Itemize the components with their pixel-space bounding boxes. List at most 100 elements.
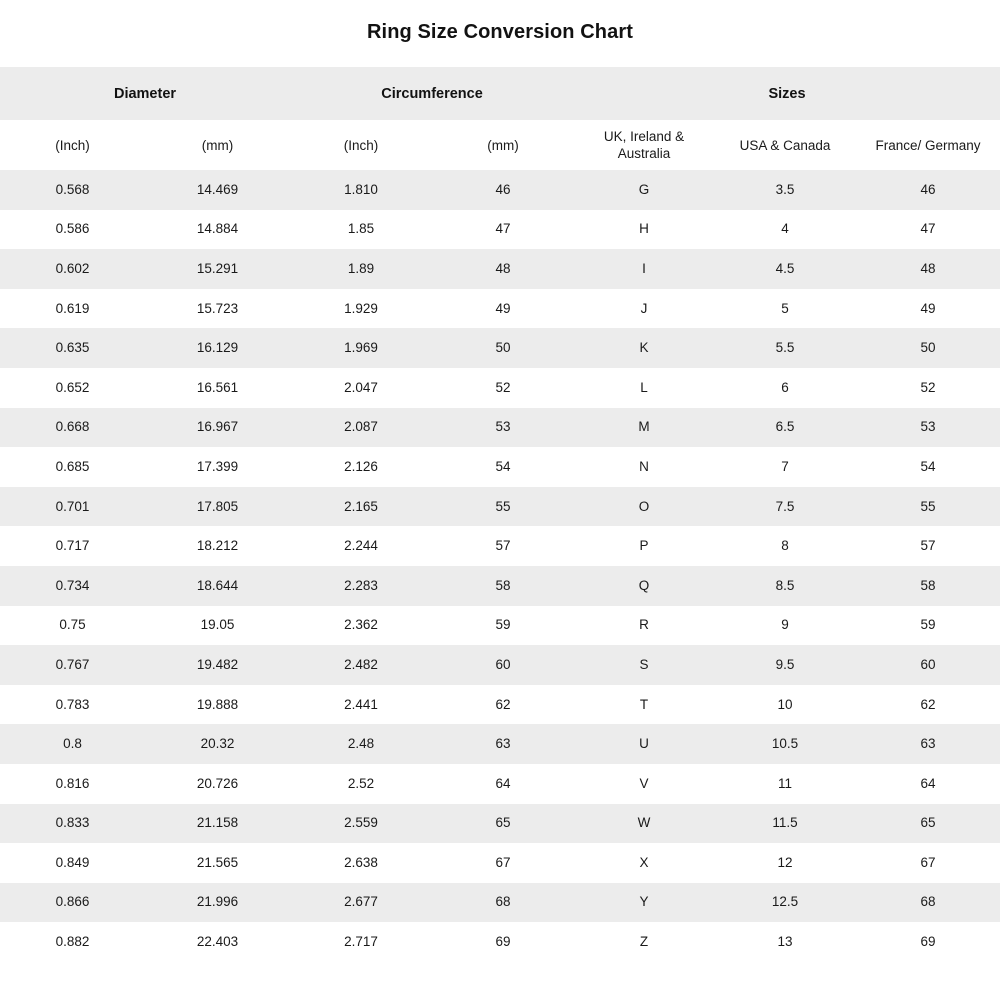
table-row: 0.619 15.723 1.929 49 J 5 49 (0, 288, 1000, 329)
cell-circumference-inch: 2.677 (290, 882, 432, 923)
cell-diameter-inch: 0.619 (0, 288, 145, 329)
cell-diameter-inch: 0.882 (0, 922, 145, 962)
cell-size-usa: 8 (714, 526, 857, 566)
cell-size-usa: 11 (714, 763, 857, 804)
cell-size-france-germany: 59 (856, 605, 1000, 646)
cell-size-france-germany: 54 (856, 447, 1000, 487)
cell-diameter-mm: 14.469 (145, 170, 290, 210)
column-header-circumference-mm: (mm) (432, 120, 575, 170)
cell-size-france-germany: 49 (856, 288, 1000, 329)
cell-size-uk: V (574, 763, 715, 804)
cell-size-uk: M (574, 407, 715, 448)
cell-size-france-germany: 50 (856, 328, 1000, 368)
cell-circumference-mm: 49 (432, 288, 575, 329)
cell-circumference-inch: 2.244 (290, 526, 432, 566)
cell-circumference-inch: 2.047 (290, 367, 432, 408)
table-row: 0.75 19.05 2.362 59 R 9 59 (0, 605, 1000, 646)
cell-diameter-inch: 0.568 (0, 170, 145, 210)
cell-size-uk: Y (574, 882, 715, 923)
cell-diameter-mm: 22.403 (145, 922, 290, 962)
cell-circumference-inch: 2.638 (290, 843, 432, 883)
cell-circumference-inch: 2.126 (290, 447, 432, 487)
table-row: 0.652 16.561 2.047 52 L 6 52 (0, 367, 1000, 408)
cell-size-france-germany: 69 (856, 922, 1000, 962)
cell-size-uk: X (574, 843, 715, 883)
cell-size-usa: 9 (714, 605, 857, 646)
cell-size-usa: 5.5 (714, 328, 857, 368)
cell-diameter-inch: 0.8 (0, 724, 145, 764)
cell-size-uk: U (574, 724, 715, 764)
cell-diameter-inch: 0.685 (0, 447, 145, 487)
table-row: 0.849 21.565 2.638 67 X 12 67 (0, 843, 1000, 883)
cell-diameter-mm: 19.05 (145, 605, 290, 646)
cell-size-france-germany: 55 (856, 486, 1000, 527)
cell-diameter-mm: 18.644 (145, 565, 290, 606)
cell-size-uk: L (574, 367, 715, 408)
cell-diameter-inch: 0.717 (0, 526, 145, 566)
cell-diameter-mm: 20.726 (145, 763, 290, 804)
cell-diameter-inch: 0.75 (0, 605, 145, 646)
cell-circumference-inch: 2.165 (290, 486, 432, 527)
cell-circumference-mm: 47 (432, 209, 575, 250)
table-row: 0.568 14.469 1.810 46 G 3.5 46 (0, 170, 1000, 210)
table-row: 0.783 19.888 2.441 62 T 10 62 (0, 684, 1000, 725)
table-row: 0.816 20.726 2.52 64 V 11 64 (0, 763, 1000, 804)
cell-diameter-inch: 0.586 (0, 209, 145, 250)
table-row: 0.717 18.212 2.244 57 P 8 57 (0, 526, 1000, 566)
column-header-usa-canada: USA & Canada (714, 120, 857, 170)
cell-circumference-mm: 62 (432, 684, 575, 725)
column-header-diameter-inch: (Inch) (0, 120, 145, 170)
cell-size-uk: P (574, 526, 715, 566)
page-title: Ring Size Conversion Chart (367, 21, 633, 43)
table-row: 0.734 18.644 2.283 58 Q 8.5 58 (0, 565, 1000, 606)
cell-size-usa: 6.5 (714, 407, 857, 448)
cell-circumference-mm: 46 (432, 170, 575, 210)
cell-diameter-inch: 0.849 (0, 843, 145, 883)
cell-size-usa: 13 (714, 922, 857, 962)
cell-circumference-inch: 2.482 (290, 645, 432, 685)
cell-size-uk: G (574, 170, 715, 210)
table-row: 0.668 16.967 2.087 53 M 6.5 53 (0, 407, 1000, 448)
cell-size-france-germany: 48 (856, 249, 1000, 289)
cell-circumference-inch: 2.717 (290, 922, 432, 962)
table-row: 0.635 16.129 1.969 50 K 5.5 50 (0, 328, 1000, 368)
cell-diameter-mm: 21.158 (145, 803, 290, 844)
cell-circumference-mm: 68 (432, 882, 575, 923)
column-header-row: (Inch) (mm) (Inch) (mm) UK, Ireland & Au… (0, 120, 1000, 170)
table-row: 0.833 21.158 2.559 65 W 11.5 65 (0, 803, 1000, 844)
cell-size-france-germany: 47 (856, 209, 1000, 250)
ring-size-conversion-table: Diameter Circumference Sizes (Inch) (mm)… (0, 67, 1000, 962)
cell-size-usa: 7 (714, 447, 857, 487)
cell-size-france-germany: 64 (856, 763, 1000, 804)
cell-size-usa: 3.5 (714, 170, 857, 210)
cell-size-usa: 6 (714, 367, 857, 408)
cell-circumference-inch: 2.48 (290, 724, 432, 764)
cell-circumference-inch: 1.85 (290, 209, 432, 250)
cell-diameter-mm: 19.482 (145, 645, 290, 685)
table-row: 0.685 17.399 2.126 54 N 7 54 (0, 447, 1000, 487)
cell-circumference-mm: 48 (432, 249, 575, 289)
cell-size-france-germany: 62 (856, 684, 1000, 725)
cell-circumference-inch: 2.441 (290, 684, 432, 725)
cell-size-usa: 7.5 (714, 486, 857, 527)
cell-circumference-mm: 55 (432, 486, 575, 527)
cell-circumference-mm: 69 (432, 922, 575, 962)
cell-circumference-mm: 52 (432, 367, 575, 408)
cell-size-uk: T (574, 684, 715, 725)
table-row: 0.586 14.884 1.85 47 H 4 47 (0, 209, 1000, 250)
cell-size-france-germany: 65 (856, 803, 1000, 844)
cell-diameter-mm: 20.32 (145, 724, 290, 764)
cell-diameter-inch: 0.833 (0, 803, 145, 844)
cell-diameter-inch: 0.602 (0, 249, 145, 289)
cell-diameter-mm: 15.291 (145, 249, 290, 289)
table-row: 0.8 20.32 2.48 63 U 10.5 63 (0, 724, 1000, 764)
cell-diameter-mm: 17.805 (145, 486, 290, 527)
table-body: 0.568 14.469 1.810 46 G 3.5 46 0.586 14.884 1.85 4… (0, 170, 1000, 962)
cell-circumference-inch: 1.929 (290, 288, 432, 329)
cell-diameter-inch: 0.816 (0, 763, 145, 804)
cell-circumference-mm: 65 (432, 803, 575, 844)
table-row: 0.701 17.805 2.165 55 O 7.5 55 (0, 486, 1000, 527)
column-header-diameter-mm: (mm) (145, 120, 290, 170)
cell-circumference-mm: 64 (432, 763, 575, 804)
